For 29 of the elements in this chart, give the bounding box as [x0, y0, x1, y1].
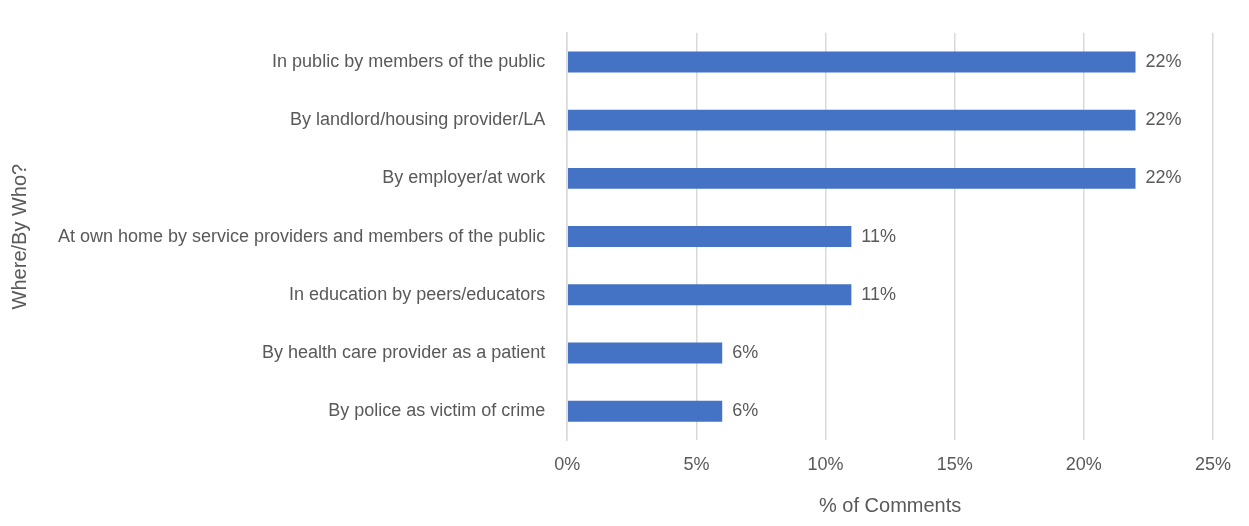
x-tick-label: 0%: [554, 454, 581, 475]
bar: [567, 226, 852, 248]
data-label: 11%: [861, 225, 897, 246]
y-tick-label: By employer/at work: [382, 167, 547, 188]
x-tick-label: 15%: [936, 454, 973, 475]
x-tick-label: 25%: [1194, 454, 1232, 475]
y-tick-label: At own home by service providers and members of the public: [58, 225, 546, 246]
y-tick-label: In public by members of the public: [272, 50, 546, 71]
x-tick-label: 5%: [683, 454, 710, 475]
bar: [567, 109, 1136, 131]
data-label: 22%: [1145, 50, 1182, 71]
y-axis-title: Where/By Who?: [7, 163, 30, 310]
bar: [567, 400, 723, 422]
y-tick-label: By health care provider as a patient: [262, 342, 546, 363]
x-axis-title: % of Comments: [818, 493, 962, 516]
y-tick-label: By landlord/housing provider/LA: [290, 109, 546, 130]
bar: [567, 342, 723, 364]
x-tick-label: 10%: [807, 454, 844, 475]
bar: [567, 167, 1136, 189]
data-label: 22%: [1145, 109, 1182, 130]
y-tick-label: By police as victim of crime: [328, 400, 546, 421]
x-tick-label: 20%: [1065, 454, 1102, 475]
data-label: 6%: [732, 400, 759, 421]
y-tick-label: In education by peers/educators: [289, 283, 546, 304]
data-label: 6%: [732, 342, 759, 363]
bar: [567, 51, 1136, 73]
data-label: 11%: [861, 283, 897, 304]
bar: [567, 284, 852, 306]
data-label: 22%: [1145, 167, 1182, 188]
